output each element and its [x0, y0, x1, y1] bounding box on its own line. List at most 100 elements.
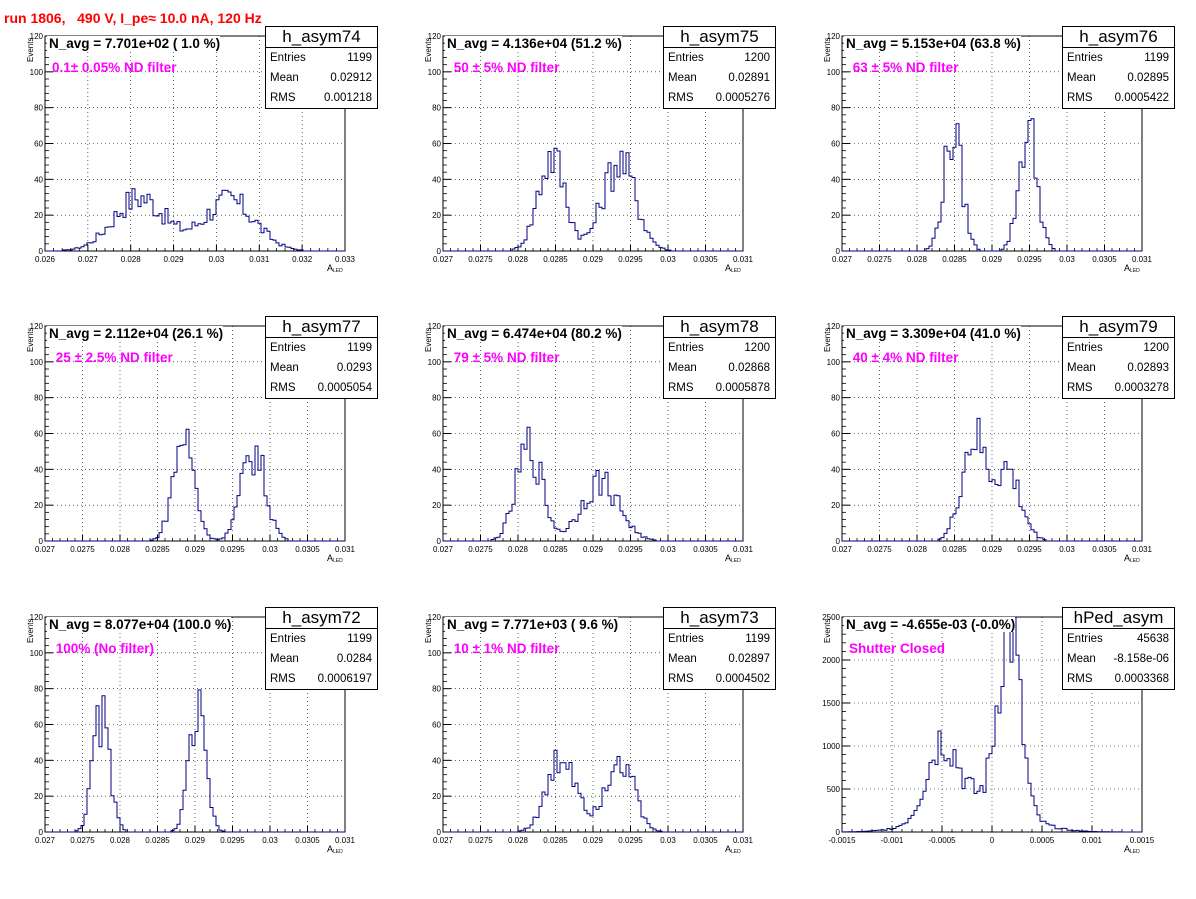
x-axis-label-sub: LED — [731, 268, 741, 274]
x-tick-label: 0.0305 — [693, 545, 718, 554]
stats-value: 0.0005422 — [1114, 92, 1169, 104]
stats-key: Mean — [1067, 72, 1096, 84]
x-tick-label: 0.0305 — [693, 836, 718, 845]
filter-label: 63 ± 5% ND filter — [849, 60, 959, 75]
x-tick-label: 0.031 — [335, 836, 356, 845]
histogram-pad: -0.0015 -0.001 -0.0005 0 0.0005 0.001 0.0015 0 5… — [797, 607, 1195, 899]
stats-row-rms: RMS 0.0006197 — [270, 669, 372, 689]
stats-key: RMS — [1067, 92, 1093, 104]
stats-key: Entries — [668, 342, 704, 354]
histogram-name: h_asym79 — [1063, 317, 1174, 338]
y-axis-label: Events — [424, 327, 433, 352]
y-tick-label: 20 — [432, 211, 441, 220]
x-axis-label-sub: LED — [1130, 849, 1140, 855]
stats-row-mean: Mean 0.02897 — [668, 649, 770, 669]
stats-box: h_asym73 Entries 1199 Mean 0.02897 RMS 0.00045… — [663, 607, 776, 690]
x-axis-label-sub: LED — [333, 268, 343, 274]
x-tick-label: 0.027 — [832, 545, 853, 554]
y-tick-label: 20 — [432, 501, 441, 510]
filter-label: 50 ± 5% ND filter — [450, 60, 560, 75]
x-tick-label: 0.028 — [508, 545, 529, 554]
stats-key: Entries — [1067, 342, 1103, 354]
stats-key: RMS — [668, 382, 694, 394]
stats-key: Mean — [668, 72, 697, 84]
histogram-name: h_asym74 — [266, 27, 377, 48]
x-tick-label: 0.03 — [262, 836, 278, 845]
x-tick-label: 0.0295 — [220, 545, 245, 554]
x-axis-label-sub: LED — [333, 849, 343, 855]
stats-key: Mean — [668, 653, 697, 665]
x-tick-label: 0.027 — [832, 255, 853, 264]
x-tick-label: 0.03 — [262, 545, 278, 554]
stats-value: 0.02895 — [1127, 72, 1169, 84]
stats-box: h_asym76 Entries 1199 Mean 0.02895 RMS 0.00054… — [1062, 26, 1175, 109]
x-tick-label: 0.0275 — [867, 255, 892, 264]
x-axis-label-main: A — [327, 553, 334, 563]
x-axis-label-main: A — [1124, 844, 1131, 854]
y-tick-label: 120 — [30, 32, 44, 41]
x-axis-label: ALED — [327, 844, 343, 855]
histogram-plot: 0.027 0.0275 0.028 0.0285 0.029 0.0295 0.03 0.0… — [827, 32, 1153, 264]
x-tick-label: 0.028 — [907, 545, 928, 554]
x-axis-label-main: A — [1124, 553, 1131, 563]
x-tick-label: 0.029 — [583, 255, 604, 264]
y-tick-label: 60 — [432, 721, 441, 730]
histogram-pad: 0.027 0.0275 0.028 0.0285 0.029 0.0295 0.03 0.0… — [797, 316, 1195, 608]
x-tick-label: 0.027 — [433, 255, 454, 264]
y-tick-label: 80 — [432, 104, 441, 113]
y-tick-label: 60 — [432, 140, 441, 149]
stats-row-mean: Mean 0.02912 — [270, 68, 372, 88]
stats-value: 0.02893 — [1127, 362, 1169, 374]
histogram-line — [45, 188, 345, 252]
stats-value: 0.02897 — [728, 653, 770, 665]
x-axis-label-main: A — [1124, 263, 1131, 273]
x-tick-label: 0.028 — [121, 255, 142, 264]
y-tick-label: 1500 — [822, 699, 840, 708]
filter-label: Shutter Closed — [849, 641, 946, 656]
x-axis-label-main: A — [327, 263, 334, 273]
histogram-pad: 0.026 0.027 0.028 0.029 0.03 0.031 0.032 0.033 0… — [0, 26, 398, 318]
x-tick-label: 0.0275 — [70, 836, 95, 845]
x-tick-label: 0.029 — [583, 545, 604, 554]
y-tick-label: 100 — [428, 649, 442, 658]
x-axis-label-main: A — [327, 844, 334, 854]
x-tick-label: 0.0295 — [618, 255, 643, 264]
filter-label: 79 ± 5% ND filter — [450, 350, 560, 365]
x-tick-label: 0.0295 — [220, 836, 245, 845]
stats-row-rms: RMS 0.0005276 — [668, 88, 770, 108]
histogram-plot: 0.027 0.0275 0.028 0.0285 0.029 0.0295 0.03 0.0… — [827, 322, 1153, 554]
stats-row-mean: Mean 0.02868 — [668, 358, 770, 378]
x-tick-label: 0.031 — [733, 255, 754, 264]
x-tick-label: 0.0275 — [867, 545, 892, 554]
histogram-pad: 0.027 0.0275 0.028 0.0285 0.029 0.0295 0.03 0.0… — [0, 607, 398, 899]
x-tick-label: 0.0275 — [468, 255, 493, 264]
x-tick-label: 0.028 — [110, 836, 131, 845]
y-tick-label: 120 — [428, 613, 442, 622]
stats-value: 0.0005054 — [317, 382, 372, 394]
x-tick-label: 0.029 — [185, 836, 206, 845]
y-tick-label: 40 — [34, 175, 43, 184]
stats-value: 0.0003368 — [1114, 673, 1169, 685]
stats-box: hPed_asym Entries 45638 Mean -8.158e-06 RMS 0.… — [1062, 607, 1175, 690]
filter-label: 100% (No filter) — [52, 641, 155, 656]
x-tick-label: 0.0285 — [543, 545, 568, 554]
stats-value: 0.02891 — [728, 72, 770, 84]
y-tick-label: 2000 — [822, 656, 840, 665]
filter-label: 40 ± 4% ND filter — [849, 350, 959, 365]
x-tick-label: 0.031 — [335, 545, 356, 554]
x-tick-label: 0.032 — [292, 255, 313, 264]
y-tick-label: 100 — [827, 68, 841, 77]
x-axis-label-sub: LED — [1130, 558, 1140, 564]
stats-value: 1200 — [744, 342, 770, 354]
stats-key: Mean — [270, 653, 299, 665]
x-tick-label: 0.03 — [660, 836, 676, 845]
stats-row-rms: RMS 0.0005878 — [668, 378, 770, 398]
y-tick-label: 80 — [432, 394, 441, 403]
y-tick-label: 0 — [39, 537, 44, 546]
x-tick-label: 0.0285 — [942, 545, 967, 554]
stats-value: -8.158e-06 — [1113, 653, 1169, 665]
stats-key: Entries — [1067, 633, 1103, 645]
y-tick-label: 80 — [34, 685, 43, 694]
x-tick-label: 0.0305 — [1092, 545, 1117, 554]
y-tick-label: 120 — [30, 322, 44, 331]
